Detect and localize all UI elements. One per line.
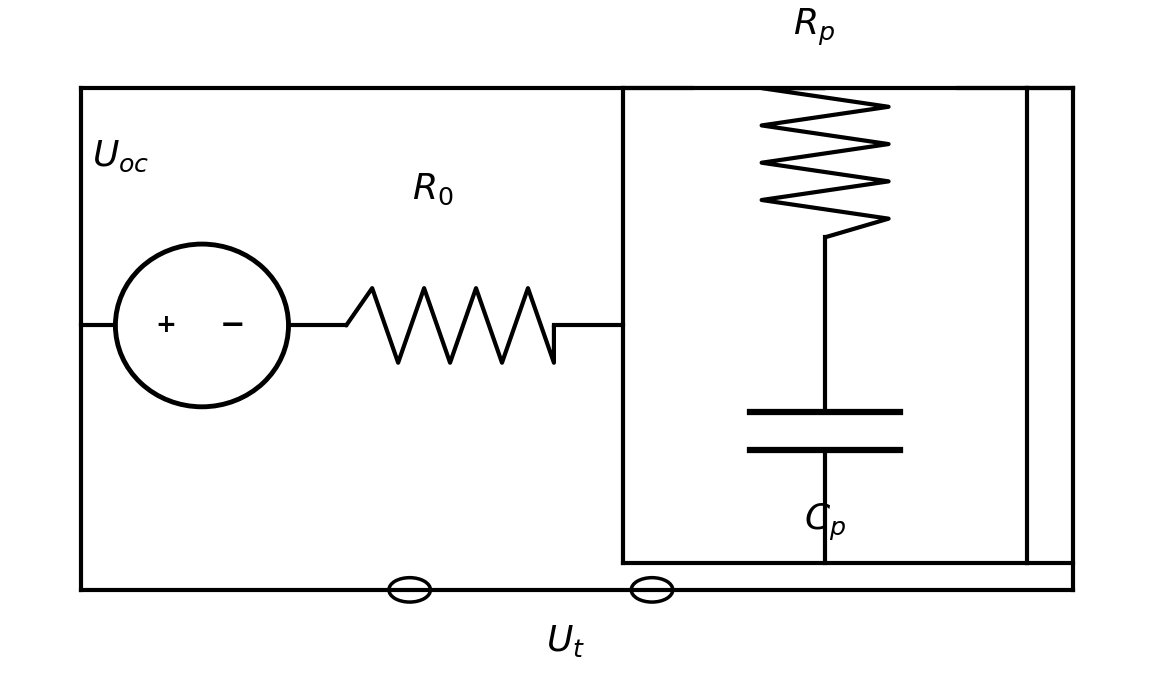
- Text: $\it{R}_0$: $\it{R}_0$: [412, 172, 454, 207]
- Text: $\it{U}_t$: $\it{U}_t$: [546, 622, 585, 659]
- Text: $\it{R}_p$: $\it{R}_p$: [793, 7, 834, 47]
- Text: +: +: [155, 313, 177, 338]
- Text: $\it{U}_{oc}$: $\it{U}_{oc}$: [92, 138, 150, 174]
- Text: $\it{C}_p$: $\it{C}_p$: [804, 502, 846, 542]
- Text: −: −: [219, 311, 245, 340]
